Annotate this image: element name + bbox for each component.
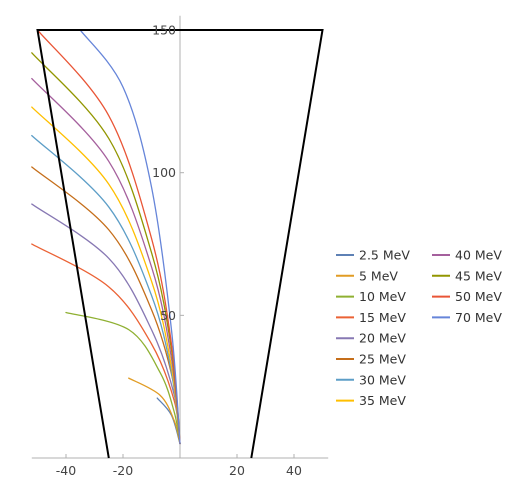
series-line-2 (65, 311, 181, 445)
legend-label-8: 40 MeV (455, 248, 502, 263)
legend-label-0: 2.5 MeV (359, 248, 410, 263)
y-tick-label: 50 (160, 308, 176, 323)
axes (31, 15, 329, 459)
legend-label-1: 5 MeV (359, 268, 398, 283)
legend-label-9: 45 MeV (455, 268, 502, 283)
legend-label-11: 70 MeV (455, 310, 502, 325)
boundary-outline (36, 29, 324, 459)
legend-label-10: 50 MeV (455, 289, 502, 304)
series-line-11 (79, 29, 181, 445)
legend-label-7: 35 MeV (359, 393, 406, 408)
legend-label-3: 15 MeV (359, 310, 406, 325)
legend-label-5: 25 MeV (359, 352, 406, 367)
y-tick-label: 150 (152, 23, 176, 38)
legend-label-4: 20 MeV (359, 331, 406, 346)
series-line-4 (31, 203, 181, 445)
series-line-5 (31, 166, 181, 445)
legend-label-6: 30 MeV (359, 372, 406, 387)
legend-label-2: 10 MeV (359, 289, 406, 304)
series-line-7 (31, 106, 181, 445)
legend: 2.5 MeV 5 MeV 10 MeV 15 MeV 20 MeV 25 MeV 30 M… (336, 248, 502, 408)
series-lines (31, 29, 181, 445)
x-tick-label: -40 (56, 463, 76, 478)
x-tick-label: -20 (113, 463, 133, 478)
boundary-polyline (36, 29, 324, 459)
series-line-10 (36, 29, 181, 445)
y-tick-label: 100 (152, 165, 176, 180)
x-tick-label: 40 (286, 463, 302, 478)
tick-labels: -40 -20 20 40 50 100 150 (56, 23, 302, 478)
x-tick-label: 20 (229, 463, 245, 478)
